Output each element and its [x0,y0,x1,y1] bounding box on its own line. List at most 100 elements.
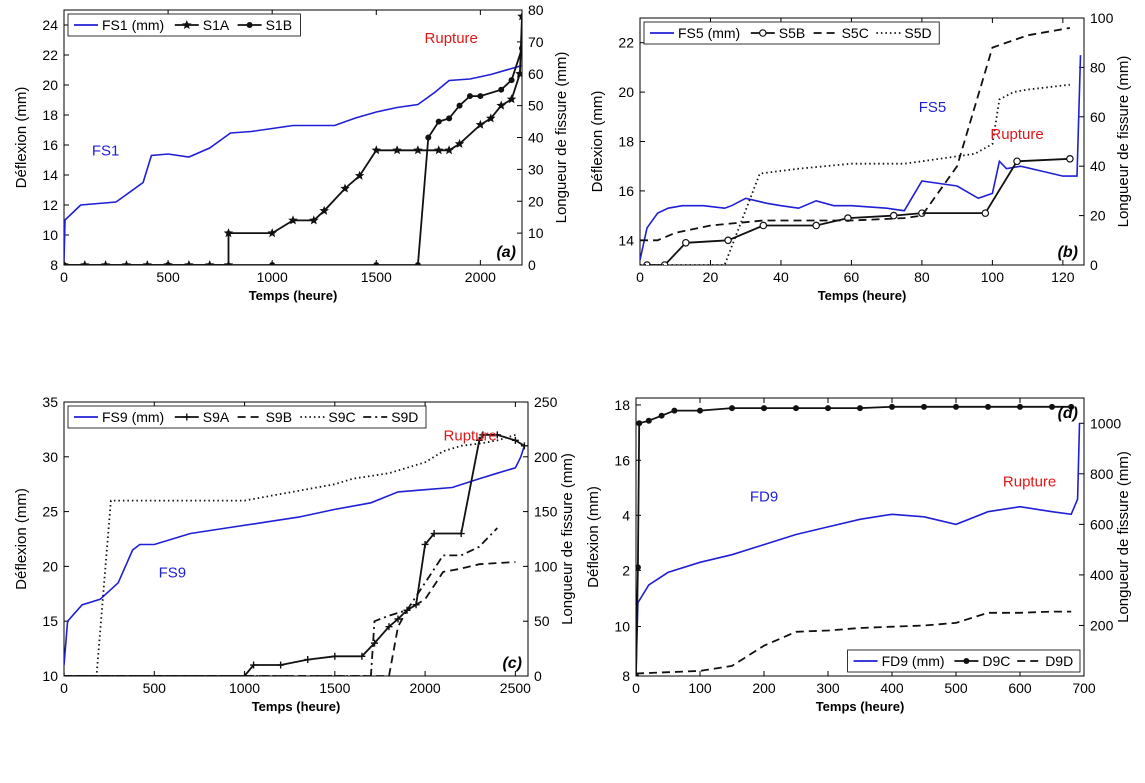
series-line-fs9 [64,445,526,666]
plot-area [635,397,1085,677]
series-group [64,11,522,265]
data-point [430,530,438,538]
x-tick-label: 400 [880,680,904,696]
data-point [953,403,959,410]
plot-area [63,401,529,677]
y2-tick-label: 150 [534,504,558,520]
data-point [486,113,496,123]
legend-entry: S9C [328,409,355,425]
y-tick-label: 20 [618,84,634,100]
series-line-s5d [640,83,1071,265]
data-point [457,530,465,538]
data-point [671,407,678,414]
legend-marker [182,20,192,29]
y-tick-label: 18 [614,397,630,413]
data-point [515,68,522,78]
y-axis-label: Déflexion (mm) [13,87,30,189]
annotation-rupture: Rupture [990,126,1043,143]
y-tick-label: 25 [42,504,58,520]
legend: FD9 (mm) D9C D9D [847,649,1081,673]
data-point [223,228,234,238]
data-point [475,436,483,444]
y2-tick-label: 40 [1090,158,1106,174]
legend-entry: S9D [391,409,418,425]
x-tick-label: 80 [914,269,930,285]
x-tick-label: 700 [1072,680,1096,696]
data-point [645,417,652,424]
legend-entry: FS9 (mm) [102,409,164,425]
legend-entry: S5D [904,25,931,41]
data-point [857,405,863,412]
data-point [1068,403,1075,410]
data-point [506,94,517,104]
y-tick-label: 16 [614,452,630,468]
legend-entry: S1A [203,17,230,33]
legend-entry: S5B [779,25,805,41]
x-tick-label: 500 [944,680,968,696]
y-tick-label: 22 [618,35,634,51]
annotation-rupture: Rupture [425,30,478,47]
data-point [517,11,522,21]
data-point [479,431,487,439]
data-point [759,221,768,230]
x-tick-label: 100 [981,269,1005,285]
y2-tick-label: 20 [1090,208,1106,224]
chart-panel-c: 0 500 1000 1500 2000 2500 10 15 20 25 30 35 0 50 100 15… [13,394,576,714]
legend-marker [183,413,191,421]
data-point [435,118,442,125]
chart-panel-d: 0 100 200 300 400 500 600 700 8 10 2 4 16 18 200 400 600… [585,397,1132,714]
y-axis-label: Déflexion (mm) [13,488,30,590]
data-point [205,260,215,265]
legend-box [67,405,427,429]
data-point [456,102,463,109]
data-point [309,215,319,225]
x-tick-label: 60 [844,269,860,285]
data-point [511,436,519,444]
data-point [921,403,927,410]
y2-tick-label: 0 [534,668,542,684]
x-axis-label: Temps (heure) [816,699,905,714]
y-tick-label: 16 [42,137,58,153]
x-axis-label: Temps (heure) [818,288,907,303]
x-tick-label: 0 [632,680,640,696]
y2-tick-label: 20 [528,193,544,209]
legend-entry: S1B [266,17,292,33]
x-tick-label: 500 [143,680,167,696]
data-point [1049,403,1055,410]
data-point [414,262,421,265]
y2-tick-label: 250 [534,394,558,410]
series-line-fs1 [64,64,522,263]
y-tick-label: 4 [622,507,630,523]
y2-tick-label: 600 [1090,516,1114,532]
data-point [697,407,703,414]
data-point [498,86,505,93]
data-point [288,215,298,225]
annotation-fd9: FD9 [750,489,778,506]
y-tick-label: 18 [618,134,634,150]
data-point [1017,403,1023,410]
y-tick-label: 20 [42,77,58,93]
legend-entry: S9B [266,409,292,425]
data-point [724,236,732,245]
data-point [446,115,453,122]
data-point [142,260,152,265]
y2-tick-label: 80 [1090,59,1106,75]
legend-box [643,21,940,45]
data-point [508,77,515,84]
data-point [319,205,329,215]
data-point [331,652,339,660]
data-point [825,405,831,412]
series-line-s9d [64,527,498,676]
x-tick-label: 600 [1008,680,1032,696]
y2-tick-label: 800 [1090,466,1114,482]
data-point [277,661,285,669]
data-point [496,100,506,110]
data-point [889,211,898,220]
x-tick-label: 1000 [229,680,260,696]
y2-tick-label: 50 [528,98,544,114]
x-tick-label: 200 [752,680,776,696]
series-group [64,431,528,676]
y-tick-label: 20 [42,558,58,574]
legend-entry: D9D [1045,653,1073,669]
